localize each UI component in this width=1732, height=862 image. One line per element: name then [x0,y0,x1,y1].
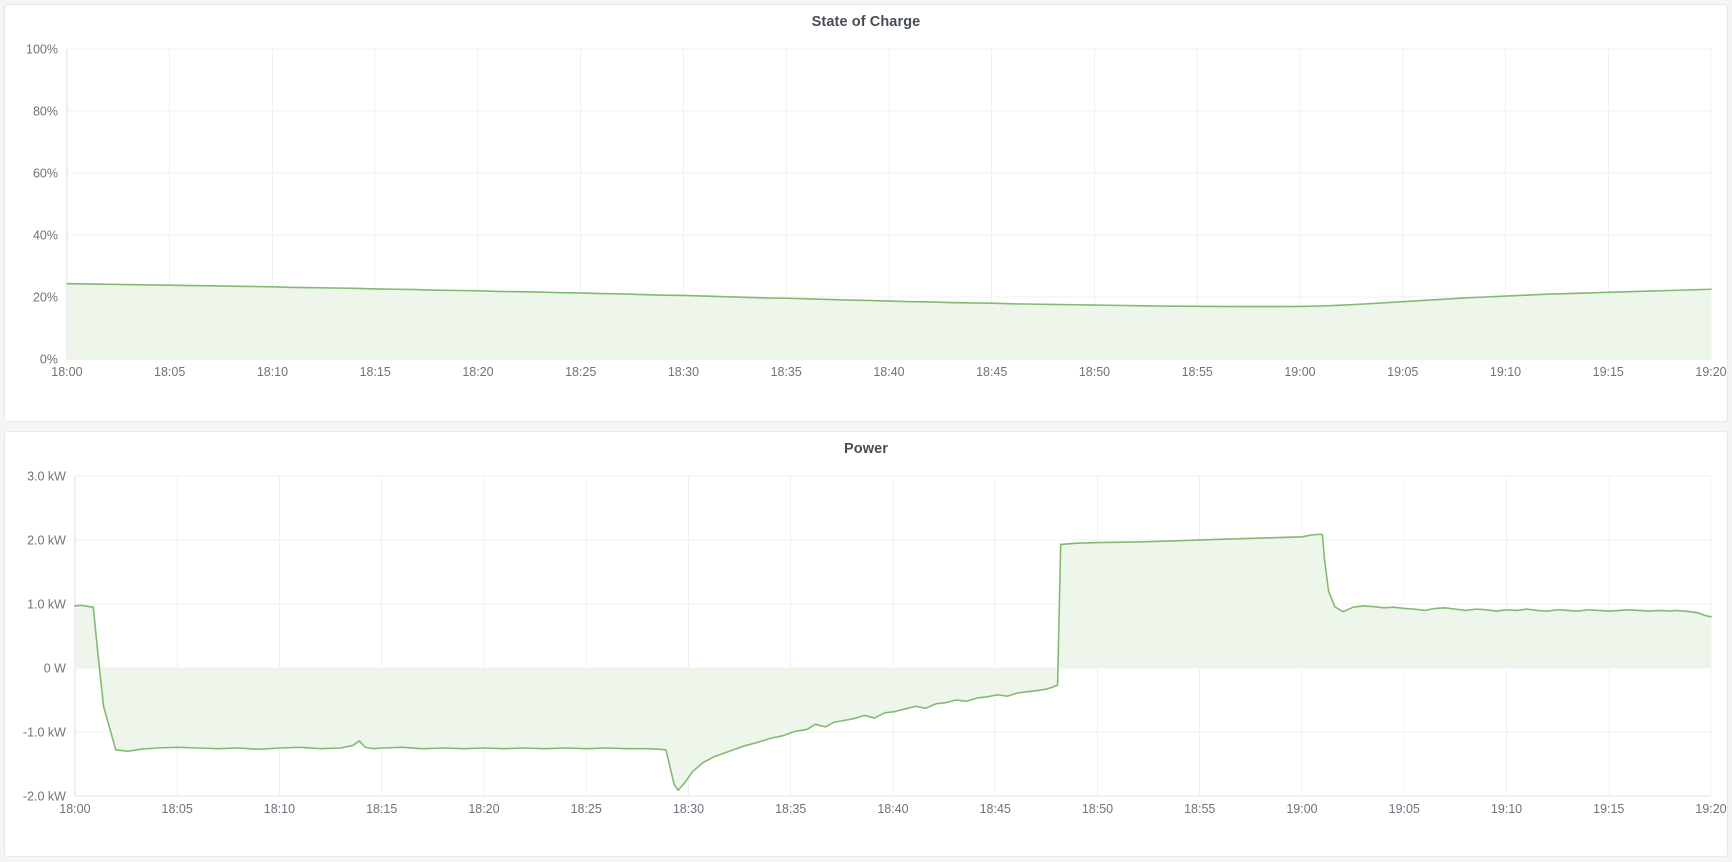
x-tick-label: 18:40 [877,802,908,816]
x-tick-label: 19:00 [1284,365,1315,379]
x-tick-label: 18:05 [154,365,185,379]
x-tick-label: 18:25 [565,365,596,379]
x-tick-label: 18:50 [1079,365,1110,379]
x-tick-label: 19:15 [1593,802,1624,816]
x-tick-label: 19:10 [1490,365,1521,379]
x-tick-label: 18:55 [1182,365,1213,379]
chart-power[interactable]: -2.0 kW -1.0 kW 0 W 1.0 kW 2.0 kW 3.0 kW 18:00… [5,432,1727,856]
y-tick-label: 20% [33,290,58,304]
x-tick-label: 18:35 [771,365,802,379]
x-tick-label: 19:15 [1593,365,1624,379]
x-tick-label: 18:10 [257,365,288,379]
chart-state-of-charge[interactable]: 0% 20% 40% 60% 80% 100% 18:00 18:05 18:10 18:15 18… [5,5,1727,421]
y-tick-label: 40% [33,228,58,242]
y-tick-label: -1.0 kW [23,725,66,739]
x-tick-label: 18:30 [668,365,699,379]
y-tick-label: -2.0 kW [23,789,66,803]
x-tick-label: 18:45 [980,802,1011,816]
panel-state-of-charge[interactable]: State of Charge 0% 20% 40% 60% 80% 100% 18:00 1… [4,4,1728,422]
y-tick-label: 1.0 kW [27,597,66,611]
x-tick-label: 18:35 [775,802,806,816]
x-tick-label: 18:10 [264,802,295,816]
y-tick-label: 80% [33,104,58,118]
y-tick-label: 2.0 kW [27,533,66,547]
x-tick-label: 19:20 [1695,365,1726,379]
x-tick-label: 19:00 [1286,802,1317,816]
x-tick-label: 18:15 [366,802,397,816]
x-tick-label: 19:10 [1491,802,1522,816]
y-tick-label: 100% [26,42,58,56]
x-tick-label: 18:25 [571,802,602,816]
x-tick-label: 18:00 [59,802,90,816]
panel-title-power: Power [843,441,888,457]
x-tick-label: 18:40 [873,365,904,379]
x-tick-label: 18:20 [468,802,499,816]
x-tick-label: 18:00 [51,365,82,379]
y-tick-label: 0% [40,352,58,366]
x-tick-label: 19:05 [1387,365,1418,379]
chart-svg-power: -2.0 kW -1.0 kW 0 W 1.0 kW 2.0 kW 3.0 kW 18:00… [23,469,1727,816]
y-tick-label: 60% [33,166,58,180]
x-tick-label: 18:50 [1082,802,1113,816]
x-tick-label: 18:05 [162,802,193,816]
y-tick-label: 0 W [44,661,66,675]
x-tick-label: 18:30 [673,802,704,816]
x-tick-label: 18:45 [976,365,1007,379]
y-tick-label: 3.0 kW [27,469,66,483]
x-tick-label: 18:55 [1184,802,1215,816]
x-tick-label: 19:05 [1389,802,1420,816]
x-tick-label: 19:20 [1695,802,1726,816]
x-tick-label: 18:15 [360,365,391,379]
chart-svg-state-of-charge: 0% 20% 40% 60% 80% 100% 18:00 18:05 18:10 18:15 18… [26,42,1727,379]
panel-title-state-of-charge: State of Charge [811,14,921,30]
panel-power[interactable]: Power -2.0 kW -1.0 kW 0 W 1.0 kW 2.0 kW 3.0 k… [4,431,1728,857]
x-tick-label: 18:20 [462,365,493,379]
